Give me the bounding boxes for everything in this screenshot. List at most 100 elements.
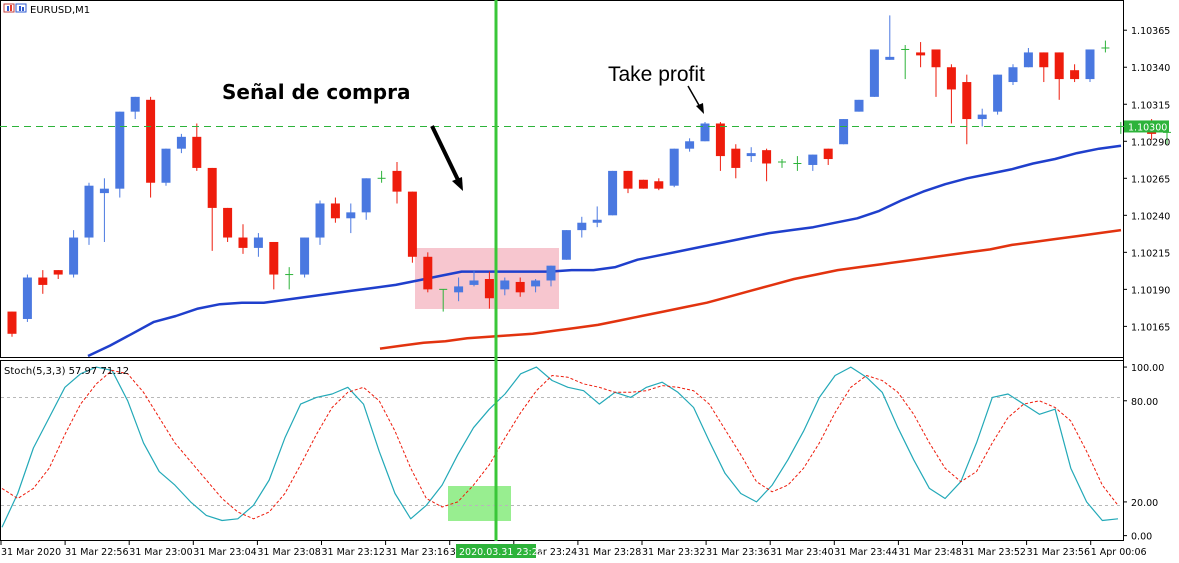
candle-body (346, 212, 356, 219)
price-tick-label: 1.10290 (1131, 137, 1170, 148)
candle (53, 270, 63, 279)
consolidation-zone (415, 248, 559, 309)
time-cursor-badge: 2020.03.31 23:23 (456, 544, 544, 558)
candle (392, 162, 402, 204)
candle-body (223, 207, 233, 238)
candle-body (608, 170, 618, 216)
candle (623, 170, 633, 194)
candle (700, 122, 710, 142)
candle (993, 74, 1003, 115)
candle-body (22, 277, 32, 319)
price-tick-label: 1.10190 (1131, 285, 1170, 296)
ma-fast-line (87, 144, 1122, 358)
candle (762, 148, 772, 182)
candle (808, 154, 818, 171)
candle-body (1008, 67, 1018, 83)
candle-body (454, 286, 464, 293)
candle (269, 241, 279, 290)
candle-body (885, 56, 895, 60)
candle-body (207, 167, 217, 208)
candle (946, 64, 956, 124)
time-cursor-value: 2020.03.31 23:23 (459, 547, 544, 558)
candle (916, 42, 926, 68)
candle-body (99, 188, 109, 194)
candle-body (192, 136, 202, 168)
candle-body (484, 278, 494, 299)
candle (608, 170, 618, 216)
candle-body (823, 148, 833, 160)
candle (484, 271, 494, 309)
candle (977, 108, 987, 127)
candle (469, 270, 479, 287)
candle (654, 178, 664, 191)
stoch-axis: 100.00 80.00 20.00 0.00 (1123, 363, 1164, 543)
candle (1023, 47, 1033, 68)
candle (161, 148, 171, 186)
candle-body (469, 280, 479, 285)
take-profit-label: Take profit (608, 63, 705, 86)
candle (253, 233, 263, 257)
candle (715, 122, 725, 171)
candle (592, 206, 602, 228)
candle-body (561, 230, 571, 260)
stoch-tick-label: 20.00 (1131, 498, 1158, 509)
candle-body (977, 114, 987, 120)
candle (731, 144, 741, 179)
time-tick-label: 31 Mar 23:52 (963, 547, 1026, 558)
candle (115, 111, 125, 198)
candle-body (1039, 52, 1049, 68)
ma-slow-line (379, 228, 1122, 350)
candles-layer (7, 15, 1171, 337)
candle (285, 267, 294, 290)
candle-body (993, 74, 1003, 112)
price-tick-label: 1.10340 (1131, 63, 1170, 74)
candle-body (515, 281, 525, 293)
time-tick-label: 31 Mar 23:08 (257, 547, 320, 558)
candle (962, 74, 972, 145)
candle-body (638, 179, 648, 189)
candle-body (1085, 49, 1095, 80)
candle-body (38, 277, 48, 285)
candle (531, 278, 541, 293)
candle (423, 252, 433, 293)
time-tick-label: 31 Mar 23:24 (514, 547, 577, 558)
candle-body (592, 219, 602, 223)
symbol-title: EURUSD,M1 (30, 5, 90, 16)
candle (793, 156, 802, 171)
candle (1054, 52, 1064, 100)
candle (869, 49, 879, 97)
time-tick-label: 31 Mar 23:44 (834, 547, 897, 558)
candle (1039, 52, 1049, 83)
time-tick-label: 31 Mar 22:56 (65, 547, 128, 558)
candle-body (500, 280, 510, 290)
candle-body (654, 181, 664, 189)
candle (330, 197, 340, 223)
candle-body (931, 49, 941, 68)
stoch-panel-frame (0, 360, 1124, 541)
candle-body (623, 170, 633, 189)
candle (84, 182, 94, 245)
candle (669, 148, 679, 188)
candle-body (146, 99, 156, 183)
candle-body (577, 222, 587, 231)
candle-body (130, 96, 140, 112)
candle-body (746, 153, 756, 157)
candle-body (531, 280, 541, 287)
stoch-tick-label: 80.00 (1131, 397, 1158, 408)
candle (515, 277, 525, 297)
candle (901, 45, 910, 80)
price-tick-label: 1.10265 (1131, 174, 1170, 185)
time-tick-label: 1 Apr 00:06 (1091, 547, 1147, 558)
candle (130, 96, 140, 120)
candle-body (423, 256, 433, 290)
candle-body (69, 237, 79, 275)
price-axis: 1.10365 1.10340 1.10315 1.10290 1.10265 1.102… (1123, 26, 1170, 333)
candle (377, 170, 386, 183)
candle (546, 265, 556, 287)
candle (439, 288, 448, 312)
candle-body (161, 148, 171, 183)
candle-body (315, 203, 325, 238)
stoch-main-line (1, 366, 1119, 528)
candle-body (839, 119, 849, 145)
